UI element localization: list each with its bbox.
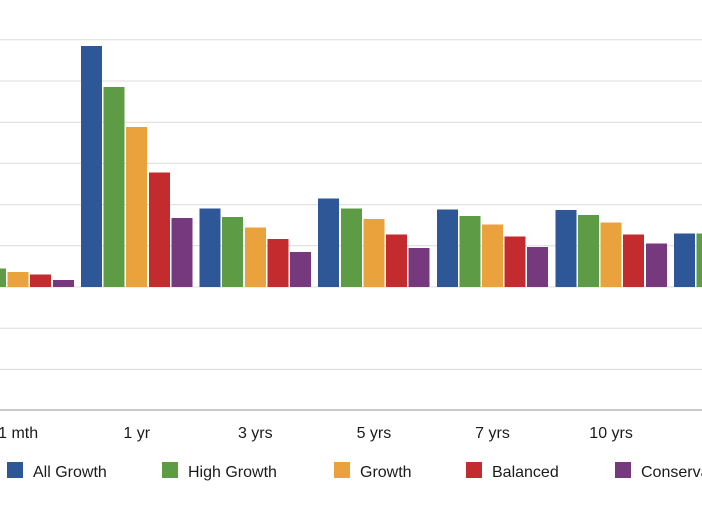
bar-balanced-10-yrs bbox=[623, 234, 645, 287]
bar-all-growth-1-yr bbox=[81, 45, 102, 288]
legend-label: All Growth bbox=[33, 464, 107, 481]
bar-all-growth-3-yrs bbox=[199, 208, 221, 287]
legend-label: Conservative bbox=[641, 464, 702, 481]
bar-all-growth-5-yrs bbox=[318, 198, 340, 287]
bar-conservative-1-yr bbox=[171, 217, 193, 287]
bar-all-growth-7-yrs bbox=[436, 209, 458, 287]
bar-balanced-7-yrs bbox=[504, 236, 526, 287]
bar-growth-1-mth bbox=[7, 271, 29, 287]
bar-growth-10-yrs bbox=[600, 222, 622, 287]
bar-growth-5-yrs bbox=[363, 219, 385, 287]
bar-conservative-5-yrs bbox=[408, 247, 430, 287]
legend-swatch bbox=[615, 462, 631, 478]
bar-conservative-1-mth bbox=[52, 279, 74, 287]
legend-swatch bbox=[466, 462, 482, 478]
legend-swatch bbox=[162, 462, 178, 478]
bar-growth-3-yrs bbox=[244, 227, 266, 287]
bar-high-growth-1-mth bbox=[0, 268, 6, 287]
bar-growth-7-yrs bbox=[482, 224, 503, 287]
bar-high-growth-3-yrs bbox=[222, 216, 244, 287]
bar-high-growth-1-yr bbox=[103, 87, 125, 288]
bar-conservative-10-yrs bbox=[645, 243, 667, 287]
bar-growth-1-yr bbox=[126, 127, 148, 287]
legend-swatch bbox=[7, 462, 23, 478]
legend: All Growth High Growth Growth Balanced Conse… bbox=[7, 462, 702, 481]
x-tick-label: 1 yr bbox=[123, 425, 150, 442]
x-tick-label: 7 yrs bbox=[475, 425, 510, 442]
bar-high-growth-5-yrs bbox=[340, 208, 362, 287]
x-tick-labels: 1 mth 1 yr 3 yrs 5 yrs 7 yrs 10 yrs bbox=[0, 425, 633, 442]
legend-label: Growth bbox=[360, 464, 412, 481]
bar-high-growth-7-yrs bbox=[459, 216, 481, 287]
legend-label: Balanced bbox=[492, 464, 559, 481]
x-tick-label: 5 yrs bbox=[357, 425, 392, 442]
x-tick-label: 1 mth bbox=[0, 425, 38, 442]
bar-conservative-3-yrs bbox=[290, 251, 311, 287]
bar-high-growth-partial bbox=[696, 233, 702, 287]
bar-balanced-3-yrs bbox=[267, 238, 289, 287]
bar-all-growth-10-yrs bbox=[555, 209, 577, 287]
x-tick-label: 3 yrs bbox=[238, 425, 273, 442]
bar-all-growth-partial bbox=[674, 233, 695, 287]
bars bbox=[0, 45, 702, 288]
bar-balanced-1-mth bbox=[30, 274, 52, 287]
bar-balanced-1-yr bbox=[148, 172, 170, 287]
legend-label: High Growth bbox=[188, 464, 277, 481]
legend-swatch bbox=[334, 462, 350, 478]
x-tick-label: 10 yrs bbox=[589, 425, 633, 442]
bar-conservative-7-yrs bbox=[527, 247, 549, 287]
bar-balanced-5-yrs bbox=[386, 234, 407, 287]
bar-high-growth-10-yrs bbox=[578, 214, 599, 287]
